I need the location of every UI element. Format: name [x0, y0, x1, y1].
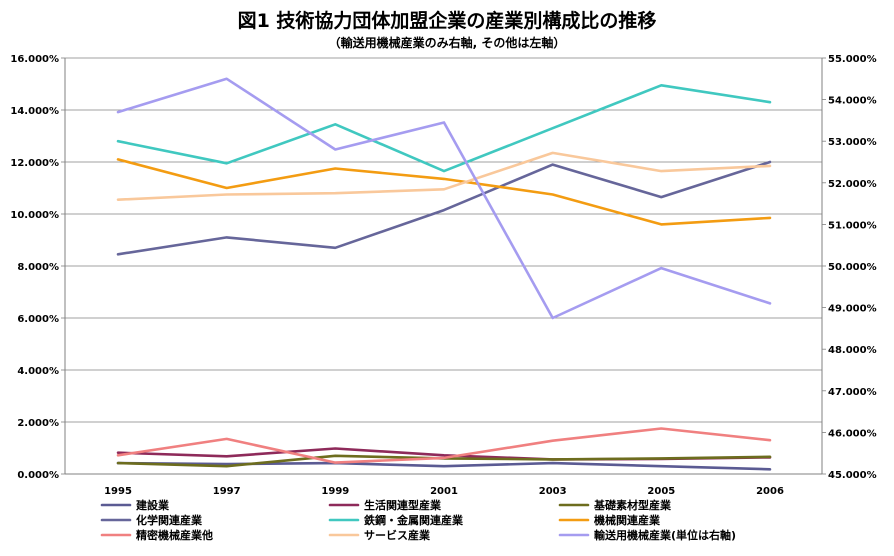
legend-label: 機械関連産業 — [594, 513, 661, 527]
left-tick-label: 10.000% — [10, 210, 59, 221]
legend-item: サービス産業 — [328, 528, 431, 542]
x-tick-label: 1997 — [213, 486, 241, 497]
legend-label: 輸送用機械産業(単位は右軸) — [594, 528, 736, 542]
x-tick-label: 1995 — [104, 486, 132, 497]
left-tick-label: 14.000% — [10, 106, 59, 117]
x-tick-label: 2001 — [430, 486, 458, 497]
series-line-6 — [116, 158, 772, 226]
legend-item: 基礎素材型産業 — [558, 498, 672, 512]
legend-item: 輸送用機械産業(単位は右軸) — [558, 528, 736, 542]
x-tick-label: 2003 — [539, 486, 567, 497]
left-tick-label: 12.000% — [10, 158, 59, 169]
x-axis: 1995 1997 1999 2001 2003 2005 2006 — [65, 473, 822, 497]
legend-label: サービス産業 — [364, 528, 431, 542]
right-tick-label: 53.000% — [828, 137, 877, 148]
chart-title: 図1 技術協力団体加盟企業の産業別構成比の推移 — [238, 9, 657, 32]
legend-label: 鉄鋼・金属関連産業 — [364, 513, 464, 527]
series-line-4 — [116, 160, 772, 256]
series-line-7 — [116, 427, 772, 464]
right-tick-label: 51.000% — [828, 220, 877, 231]
left-tick-label: 2.000% — [17, 418, 59, 429]
chart-subtitle: （輸送用機械産業のみ右軸, その他は左軸） — [329, 35, 566, 50]
right-tick-label: 55.000% — [828, 54, 877, 65]
right-tick-label: 50.000% — [828, 262, 877, 273]
right-tick-label: 52.000% — [828, 179, 877, 190]
legend-label: 精密機械産業他 — [136, 528, 213, 542]
legend-item: 機械関連産業 — [558, 513, 661, 527]
left-tick-label: 0.000% — [17, 470, 59, 481]
gridlines — [65, 57, 822, 475]
left-tick-label: 6.000% — [17, 314, 59, 325]
legend-item: 建設業 — [100, 498, 170, 512]
x-tick-label: 2006 — [756, 486, 784, 497]
left-tick-label: 4.000% — [17, 366, 59, 377]
right-y-axis: 45.000% 46.000% 47.000% 48.000% 49.000% 50.00… — [821, 54, 877, 481]
right-tick-label: 46.000% — [828, 428, 877, 439]
series-line-8 — [116, 151, 772, 201]
series-lines — [116, 77, 772, 471]
legend-item: 鉄鋼・金属関連産業 — [328, 513, 464, 527]
left-tick-label: 8.000% — [17, 262, 59, 273]
x-tick-label: 2005 — [647, 486, 675, 497]
legend-label: 基礎素材型産業 — [593, 498, 672, 512]
legend-item: 化学関連産業 — [100, 513, 203, 527]
series-line-9 — [116, 77, 772, 320]
legend-label: 化学関連産業 — [136, 513, 203, 527]
series-line-1 — [116, 461, 772, 471]
right-tick-label: 54.000% — [828, 96, 877, 107]
series-line-5 — [116, 84, 772, 173]
legend-item: 精密機械産業他 — [100, 528, 213, 542]
right-tick-label: 48.000% — [828, 345, 877, 356]
right-tick-label: 45.000% — [828, 470, 877, 481]
legend-label: 生活関連型産業 — [364, 498, 442, 512]
right-tick-label: 47.000% — [828, 387, 877, 398]
right-tick-label: 49.000% — [828, 304, 877, 315]
x-tick-label: 1999 — [321, 486, 349, 497]
legend-item: 生活関連型産業 — [328, 498, 442, 512]
left-y-axis: 0.000% 2.000% 4.000% 6.000% 8.000% 10.000% 12.… — [10, 54, 66, 481]
legend-label: 建設業 — [136, 498, 170, 512]
left-tick-label: 16.000% — [10, 54, 59, 65]
